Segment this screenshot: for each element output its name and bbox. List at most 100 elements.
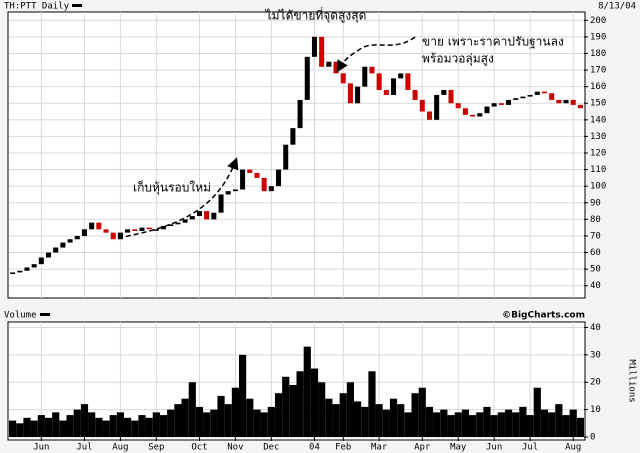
volume-bar <box>433 412 441 437</box>
candle <box>534 91 540 95</box>
price-panel <box>7 11 586 299</box>
candle <box>96 222 102 230</box>
volume-bar <box>23 417 31 437</box>
volume-bar <box>59 420 67 437</box>
candle <box>74 235 80 240</box>
y-tick-label: 160 <box>590 82 606 92</box>
candle <box>189 216 195 220</box>
x-tick-label: Jul <box>76 443 92 453</box>
candle <box>563 99 569 104</box>
candle <box>240 169 246 190</box>
volume-bar <box>102 420 110 437</box>
candle <box>477 113 483 117</box>
candle <box>196 211 202 217</box>
candle <box>60 242 66 248</box>
volume-bar <box>325 398 333 437</box>
x-tick-label: Jun <box>486 443 502 453</box>
annotation: เก็บหุ้นรอบใหม่ <box>133 180 211 196</box>
candle <box>161 225 167 230</box>
volume-bar <box>368 371 376 437</box>
volume-bar <box>296 371 304 437</box>
candle <box>67 239 73 243</box>
x-tick-label: Jul <box>522 443 538 453</box>
candle <box>362 66 368 87</box>
volume-bar <box>181 398 189 437</box>
candle <box>247 169 253 173</box>
candle <box>319 36 325 67</box>
volume-bar <box>239 354 247 437</box>
candle <box>254 172 260 178</box>
volume-bar <box>289 384 297 437</box>
candle <box>10 272 16 274</box>
annotation: ไม่ได้ขายที่จุดสูงสุด <box>265 7 367 24</box>
volume-bar <box>303 346 311 437</box>
y-tick-label: 200 <box>590 16 606 26</box>
volume-bar <box>318 382 326 437</box>
candle <box>355 86 361 104</box>
annotation-arrow <box>117 157 239 239</box>
x-tick-label: 04 <box>309 443 320 453</box>
volume-bar <box>267 406 275 437</box>
candle <box>110 232 116 240</box>
legend-icon <box>40 313 50 316</box>
volume-bar <box>361 406 369 437</box>
candle <box>297 99 303 129</box>
candle <box>484 106 490 114</box>
candle <box>103 229 109 233</box>
candle <box>398 73 404 79</box>
candle <box>304 56 310 100</box>
volume-bar <box>167 409 175 437</box>
y-tick-label: 140 <box>590 115 606 125</box>
y-tick-label: 20 <box>590 378 601 388</box>
volume-bar <box>440 409 448 437</box>
volume-bar <box>138 415 146 437</box>
candle <box>283 144 289 170</box>
candle <box>125 229 131 233</box>
candle <box>139 227 145 231</box>
y-tick-label: 0 <box>590 433 595 443</box>
volume-bar <box>37 415 45 437</box>
volume-bar <box>346 382 354 437</box>
y-tick-label: 50 <box>590 265 601 275</box>
volume-title: Volume <box>4 311 37 321</box>
candle <box>218 194 224 213</box>
candle <box>434 94 440 120</box>
candle <box>211 212 217 220</box>
candle <box>513 98 519 100</box>
volume-bar <box>389 398 398 437</box>
y-tick-label: 90 <box>590 198 601 208</box>
volume-bar <box>224 404 232 437</box>
y-tick-label: 10 <box>590 405 601 415</box>
volume-bar <box>483 406 491 437</box>
volume-bar <box>9 420 17 437</box>
candle <box>146 227 152 230</box>
y-tick-label: 110 <box>590 165 606 175</box>
x-tick-label: Nov <box>227 443 243 453</box>
date: 8/13/04 <box>598 2 636 12</box>
candle <box>527 94 533 97</box>
x-tick-label: May <box>450 443 467 453</box>
volume-bar <box>447 415 455 437</box>
annotation-arrow <box>336 36 416 73</box>
volume-bar <box>533 387 541 437</box>
candle <box>326 61 332 67</box>
candle <box>577 104 583 109</box>
candle <box>498 103 504 105</box>
candle <box>462 108 468 115</box>
candle <box>426 111 432 120</box>
x-tick-label: Aug <box>112 443 128 453</box>
y-tick-label: 40 <box>590 323 601 333</box>
y-tick-label: 170 <box>590 66 606 76</box>
candle <box>268 186 274 192</box>
x-tick-label: Mar <box>371 443 388 453</box>
volume-bar <box>145 417 153 437</box>
candle <box>491 103 497 107</box>
y-tick-label: 100 <box>590 182 606 192</box>
candle <box>556 99 562 104</box>
candle <box>168 224 174 226</box>
volume-bar <box>411 393 419 437</box>
volume-bar <box>109 415 117 437</box>
candle <box>340 73 346 84</box>
annotation: พร้อมวอลุ่มสูง <box>422 52 494 67</box>
candle <box>455 103 461 109</box>
